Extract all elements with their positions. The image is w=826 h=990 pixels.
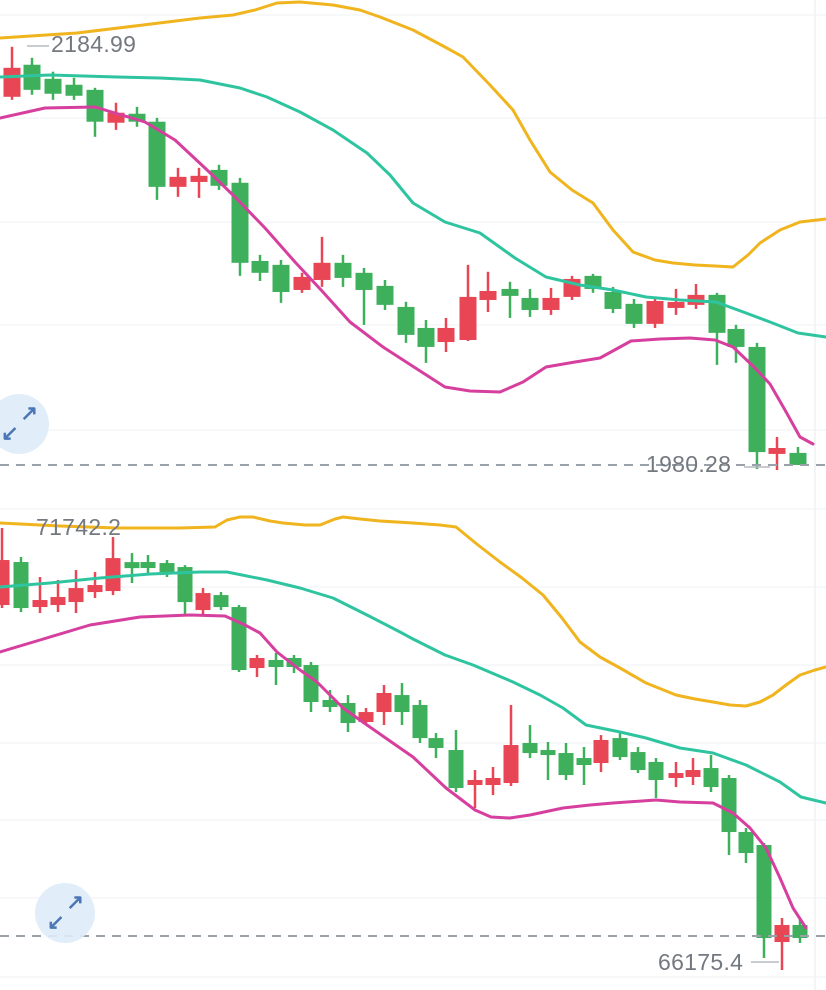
chart2-high-price-label: 71742.2 bbox=[36, 514, 122, 540]
chart1-current-price-label: 1980.28 bbox=[646, 451, 732, 477]
arrow-up-right-icon: ↗ bbox=[20, 402, 38, 425]
arrow-down-left-icon: ↙ bbox=[47, 911, 65, 934]
arrow-up-right-icon: ↗ bbox=[66, 891, 84, 914]
chart1-expand-button[interactable]: ↗ ↙ bbox=[0, 394, 49, 454]
chart1-high-price-label: 2184.99 bbox=[51, 31, 137, 57]
chart2-current-price-label: 66175.4 bbox=[658, 949, 744, 975]
arrow-down-left-icon: ↙ bbox=[1, 422, 19, 445]
chart2-expand-button[interactable]: ↗ ↙ bbox=[35, 883, 95, 943]
